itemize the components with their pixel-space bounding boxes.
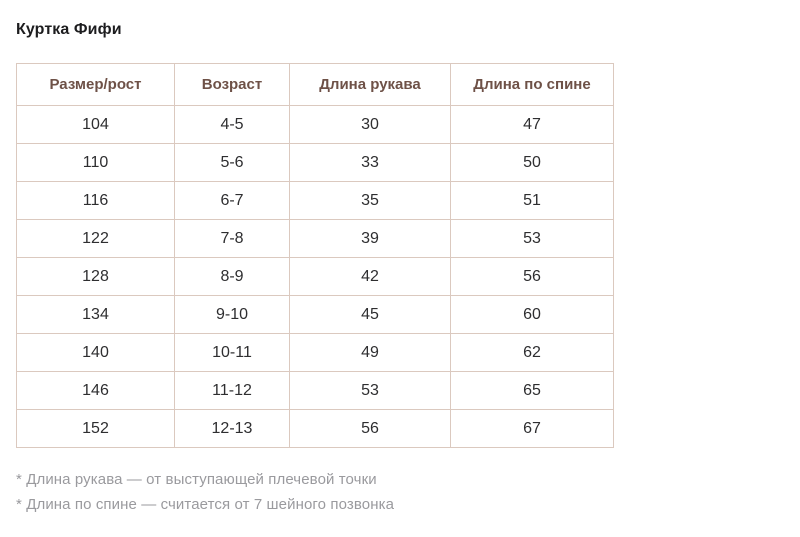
table-cell: 110: [16, 143, 175, 182]
footnote-sleeve-length: * Длина рукава — от выступающей плечевой…: [16, 471, 377, 488]
table-cell: 8-9: [174, 257, 290, 296]
table-cell: 11-12: [174, 371, 290, 410]
table-cell: 39: [289, 219, 451, 258]
table-row: 110 5-6 33 50: [16, 143, 614, 182]
table-cell: 49: [289, 333, 451, 372]
header-sleeve-length: Длина рукава: [289, 63, 451, 106]
table-cell: 128: [16, 257, 175, 296]
table-cell: 5-6: [174, 143, 290, 182]
table-row: 104 4-5 30 47: [16, 105, 614, 144]
table-cell: 140: [16, 333, 175, 372]
table-cell: 7-8: [174, 219, 290, 258]
table-cell: 67: [450, 409, 614, 448]
table-row: 152 12-13 56 67: [16, 409, 614, 448]
footnote-back-length: * Длина по спине — считается от 7 шейног…: [16, 496, 395, 513]
table-cell: 56: [450, 257, 614, 296]
table-cell: 53: [450, 219, 614, 258]
size-table: Размер/рост Возраст Длина рукава Длина п…: [16, 63, 614, 448]
table-row: 116 6-7 35 51: [16, 181, 614, 220]
table-cell: 12-13: [174, 409, 290, 448]
table-cell: 62: [450, 333, 614, 372]
table-cell: 152: [16, 409, 175, 448]
table-cell: 33: [289, 143, 451, 182]
table-cell: 51: [450, 181, 614, 220]
table-cell: 116: [16, 181, 175, 220]
table-cell: 146: [16, 371, 175, 410]
table-row: 128 8-9 42 56: [16, 257, 614, 296]
table-cell: 134: [16, 295, 175, 334]
table-row: 122 7-8 39 53: [16, 219, 614, 258]
table-cell: 45: [289, 295, 451, 334]
table-row: 134 9-10 45 60: [16, 295, 614, 334]
table-row: 140 10-11 49 62: [16, 333, 614, 372]
page-title: Куртка Фифи: [16, 21, 122, 38]
header-row: Размер/рост Возраст Длина рукава Длина п…: [16, 63, 614, 106]
table-cell: 65: [450, 371, 614, 410]
table-cell: 47: [450, 105, 614, 144]
table-cell: 9-10: [174, 295, 290, 334]
table-cell: 56: [289, 409, 451, 448]
table-cell: 10-11: [174, 333, 290, 372]
table-cell: 30: [289, 105, 451, 144]
size-table-body: 104 4-5 30 47 110 5-6 33 50 116 6-7 35 51 122 7-8 39 53…: [16, 105, 614, 448]
table-cell: 53: [289, 371, 451, 410]
header-age: Возраст: [174, 63, 290, 106]
table-cell: 60: [450, 295, 614, 334]
table-cell: 104: [16, 105, 175, 144]
table-cell: 122: [16, 219, 175, 258]
header-size-height: Размер/рост: [16, 63, 175, 106]
table-cell: 35: [289, 181, 451, 220]
table-cell: 42: [289, 257, 451, 296]
table-cell: 6-7: [174, 181, 290, 220]
table-cell: 50: [450, 143, 614, 182]
size-table-head: Размер/рост Возраст Длина рукава Длина п…: [16, 63, 614, 106]
footnotes: * Длина рукава — от выступающей плечевой…: [16, 467, 784, 517]
table-row: 146 11-12 53 65: [16, 371, 614, 410]
table-cell: 4-5: [174, 105, 290, 144]
header-back-length: Длина по спине: [450, 63, 614, 106]
